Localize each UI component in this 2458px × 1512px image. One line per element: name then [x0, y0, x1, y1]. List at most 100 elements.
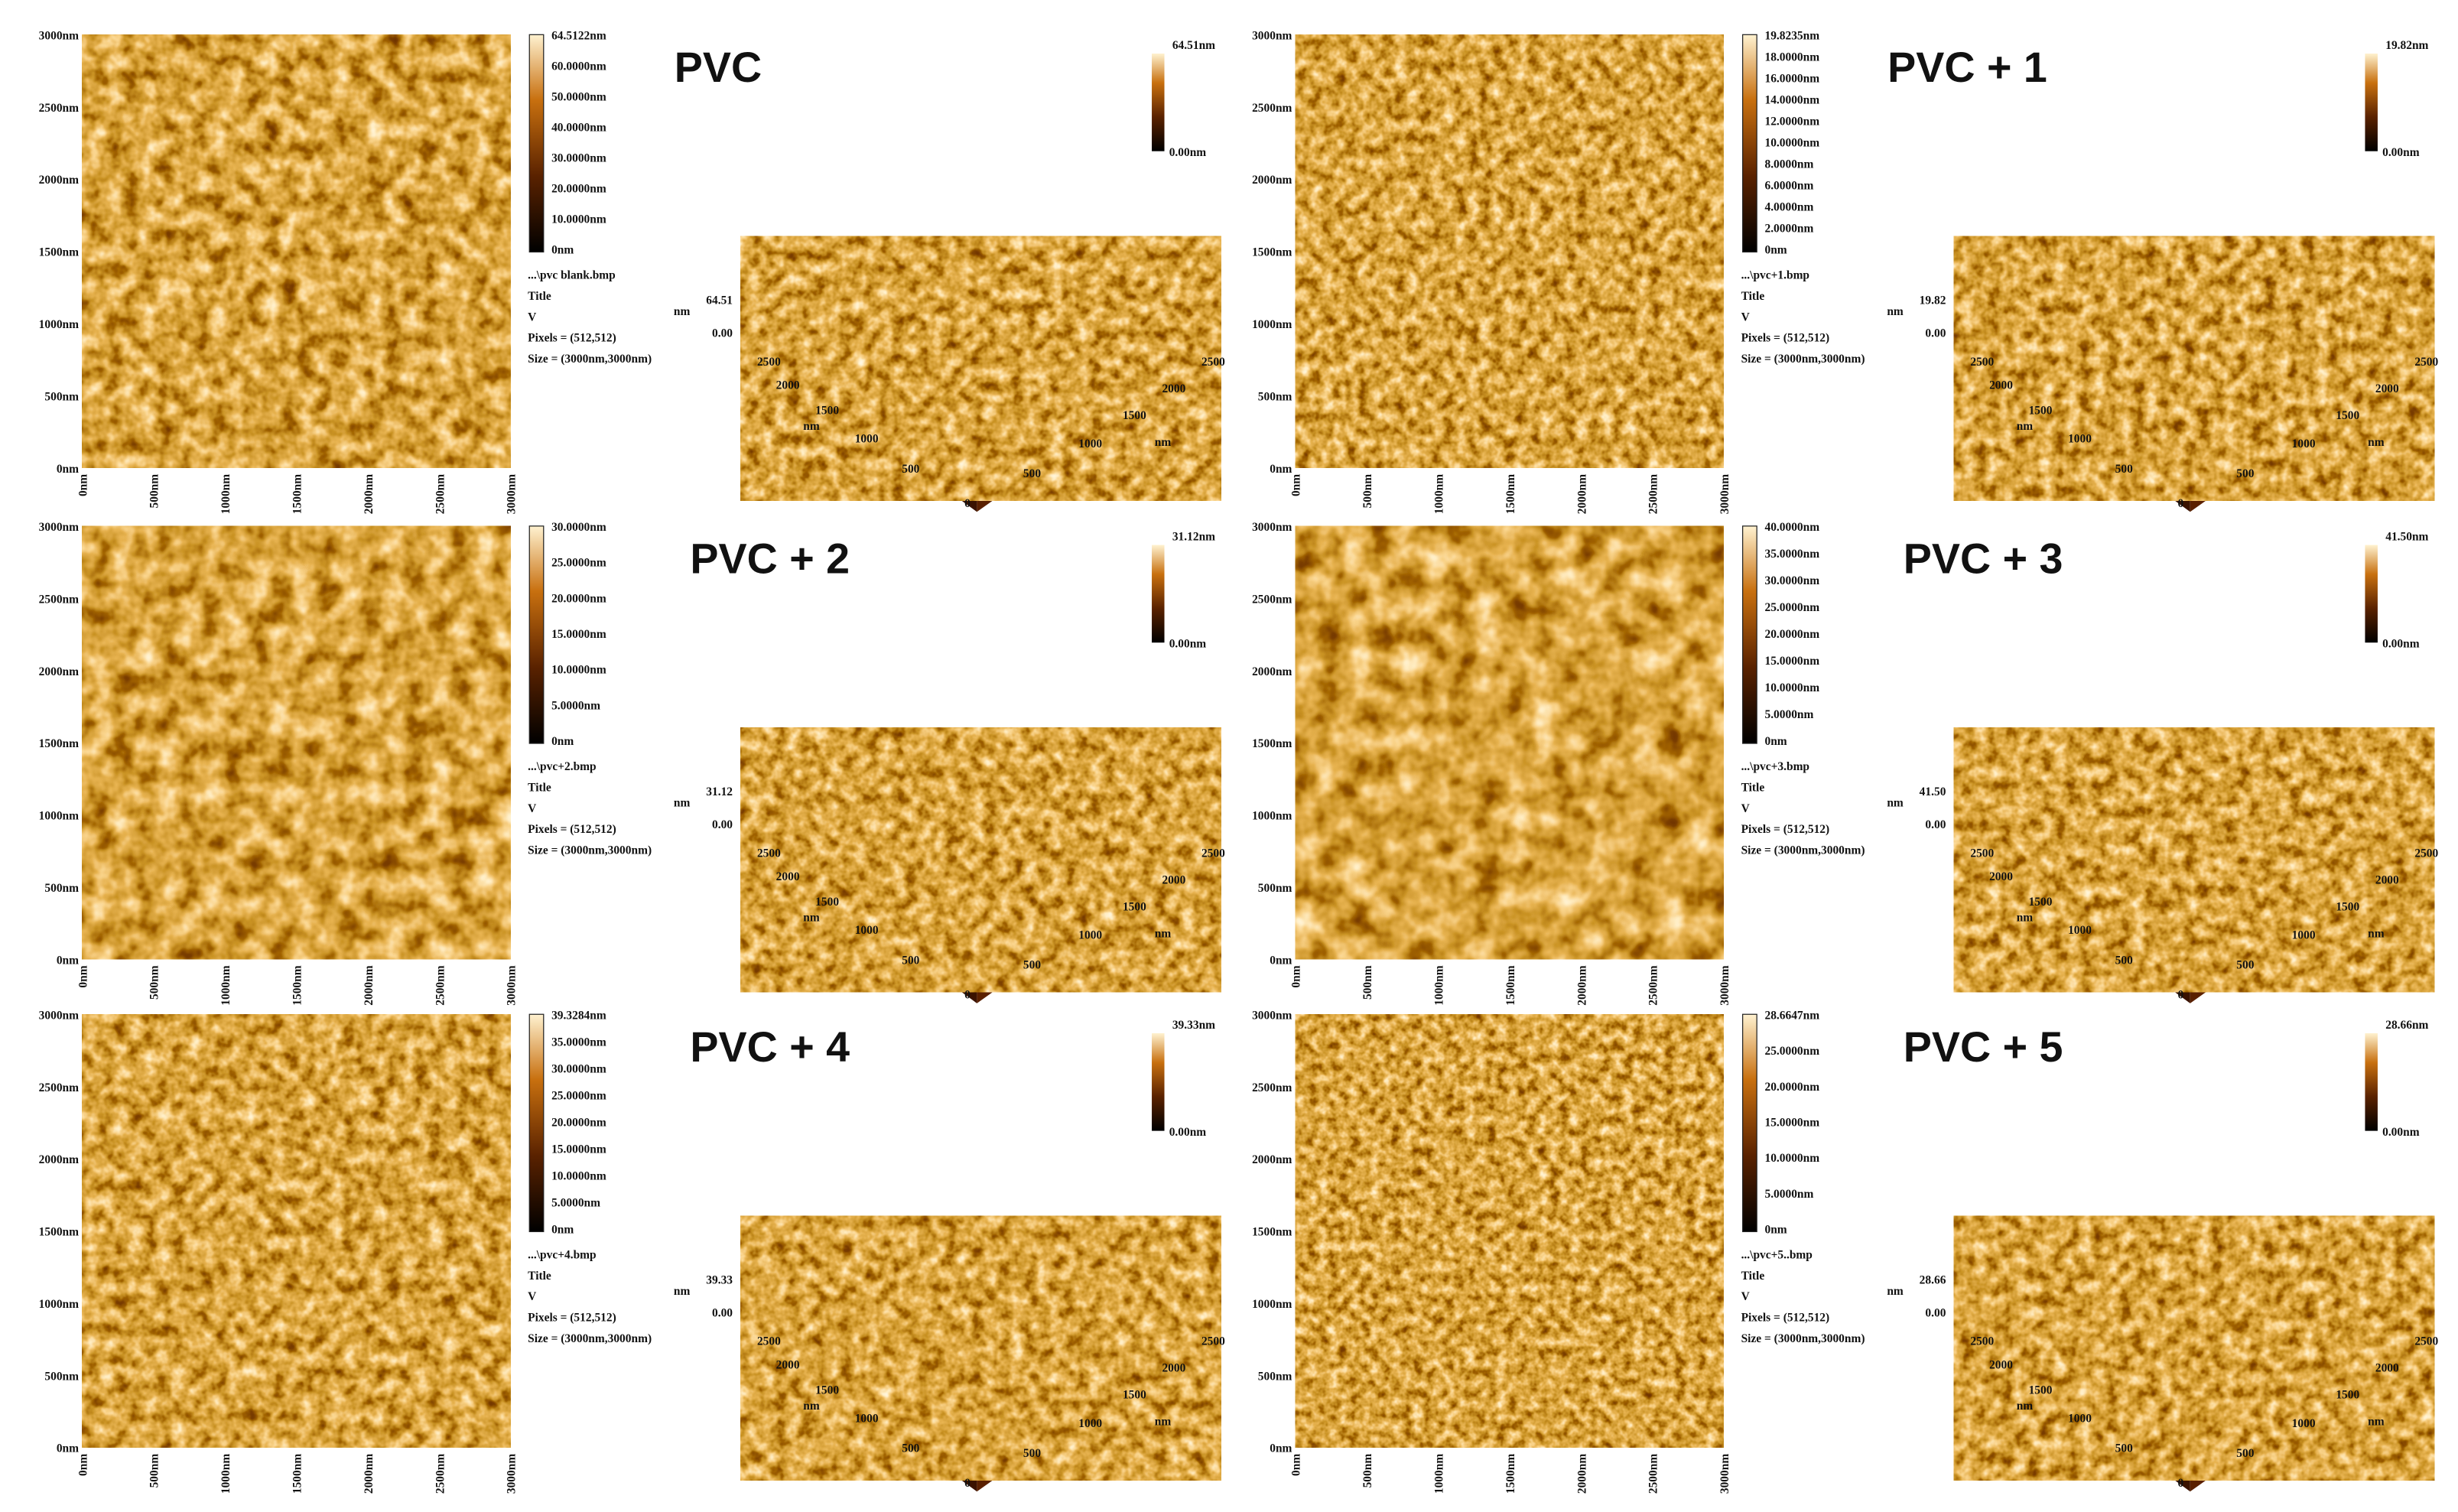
- surface-tick-label: 2000: [776, 379, 800, 392]
- y-tick-label: 500nm: [1258, 390, 1292, 403]
- colorbar-label: 64.5122nm: [551, 29, 606, 42]
- y-tick-label: 2500nm: [1252, 102, 1292, 115]
- y-tick-label: 1000nm: [1252, 810, 1292, 823]
- colorbar-label: 18.0000nm: [1764, 50, 1819, 63]
- surface-tick-label: 1000: [2068, 924, 2092, 937]
- surface-tick-label: 1000: [2292, 437, 2316, 450]
- colorbar-label: 8.0000nm: [1764, 158, 1813, 171]
- surface-tick-label: 1000: [1078, 1417, 1102, 1430]
- afm-surface-3d: [1953, 236, 2435, 501]
- y-tick-label: 2000nm: [1252, 665, 1292, 678]
- colorbar: [1742, 1013, 1757, 1233]
- surface-tick-label: 500: [902, 1442, 919, 1455]
- surface-tick-label: 1500: [2029, 896, 2053, 909]
- y-tick-label: 3000nm: [1252, 29, 1292, 42]
- colorbar-label: 0nm: [551, 1223, 574, 1236]
- surface-colorbar-max: 39.33nm: [1172, 1019, 1215, 1032]
- surface-side: [2190, 818, 2435, 1003]
- surface-tick-label: 2500: [2414, 356, 2438, 369]
- surface-tick-label: 500: [2115, 1442, 2133, 1455]
- z-axis-label: 0.00: [712, 1307, 733, 1320]
- z-axis-label: nm: [674, 305, 691, 318]
- afm-surface-3d: [1953, 727, 2435, 993]
- surface-tick-label: 500: [1023, 959, 1041, 972]
- surface-tick-label: 2000: [776, 870, 800, 883]
- x-tick-label: 2000nm: [1575, 1454, 1588, 1494]
- surface-colorbar: [1152, 1032, 1165, 1131]
- surface-tick-label: 2500: [1201, 847, 1225, 860]
- image-info: Pixels = (512,512): [1741, 823, 1830, 836]
- colorbar: [1742, 34, 1757, 253]
- colorbar-label: 5.0000nm: [551, 699, 600, 712]
- surface-colorbar: [2365, 545, 2378, 643]
- x-tick-label: 500nm: [1361, 965, 1374, 1000]
- z-axis-label: 0.00: [1925, 327, 1946, 340]
- surface-tick-label: 2000: [2375, 1362, 2399, 1375]
- z-axis-label: 28.66: [1920, 1273, 1946, 1286]
- surface-side: [740, 1310, 977, 1492]
- surface-tick-label: 2000: [1162, 1362, 1185, 1375]
- y-tick-label: 2000nm: [39, 1153, 79, 1166]
- y-tick-label: 1000nm: [39, 318, 79, 331]
- surface-colorbar-max: 31.12nm: [1172, 530, 1215, 543]
- x-tick-label: 0nm: [1290, 474, 1303, 496]
- surface-axis-unit: nm: [2017, 912, 2034, 925]
- image-info: Size = (3000nm,3000nm): [528, 1332, 652, 1345]
- surface-colorbar-min: 0.00nm: [2382, 146, 2420, 159]
- surface-side: [1953, 821, 2190, 1003]
- y-tick-label: 500nm: [44, 882, 79, 895]
- surface-tick-label: 500: [1023, 1447, 1041, 1460]
- surface-colorbar-max: 19.82nm: [2385, 39, 2428, 52]
- y-tick-label: 0nm: [57, 954, 79, 967]
- z-axis-label: nm: [1887, 305, 1904, 318]
- x-tick-label: 1500nm: [1504, 474, 1517, 514]
- x-tick-label: 2000nm: [363, 474, 376, 514]
- surface-tick-label: 2500: [2414, 1335, 2438, 1348]
- surface-axis-unit: nm: [1155, 1416, 1172, 1429]
- y-tick-label: 0nm: [1270, 1442, 1292, 1455]
- x-tick-label: 1000nm: [1433, 1454, 1446, 1494]
- x-tick-label: 500nm: [148, 1454, 161, 1488]
- image-info: Size = (3000nm,3000nm): [1741, 353, 1865, 366]
- colorbar-label: 10.0000nm: [551, 664, 606, 677]
- z-axis-label: nm: [674, 796, 691, 809]
- x-tick-label: 3000nm: [506, 474, 519, 514]
- image-info: ...\pvc+1.bmp: [1741, 269, 1809, 282]
- surface-colorbar-min: 0.00nm: [1169, 1126, 1207, 1139]
- colorbar-label: 60.0000nm: [551, 60, 606, 73]
- surface-tick-label: 1500: [2336, 409, 2359, 422]
- image-info: Pixels = (512,512): [528, 332, 616, 345]
- colorbar-label: 19.8235nm: [1764, 29, 1819, 42]
- colorbar-label: 10.0000nm: [1764, 137, 1819, 150]
- surface-colorbar-max: 41.50nm: [2385, 530, 2428, 543]
- image-info: Pixels = (512,512): [1741, 332, 1830, 345]
- surface-axis-unit: nm: [803, 420, 820, 433]
- x-tick-label: 3000nm: [506, 1454, 519, 1494]
- y-tick-label: 0nm: [1270, 463, 1292, 476]
- colorbar-label: 0nm: [1764, 1223, 1787, 1236]
- panel-title: PVC + 2: [690, 535, 850, 583]
- surface-tick-label: 1000: [2292, 928, 2316, 941]
- colorbar-label: 6.0000nm: [1764, 180, 1813, 193]
- colorbar-label: 39.3284nm: [551, 1009, 606, 1022]
- image-info: Title: [1741, 1270, 1765, 1283]
- surface-tick-label: 2500: [1970, 356, 1994, 369]
- surface-tick-label: 1000: [855, 924, 879, 937]
- colorbar-label: 28.6647nm: [1764, 1009, 1819, 1022]
- colorbar-label: 5.0000nm: [1764, 1188, 1813, 1201]
- image-info: V: [1741, 1290, 1750, 1303]
- z-axis-label: 19.82: [1920, 294, 1946, 307]
- y-tick-label: 2500nm: [1252, 593, 1292, 606]
- colorbar-label: 30.0000nm: [1764, 574, 1819, 587]
- afm-height-map: [1295, 1014, 1724, 1448]
- surface-tick-label: 500: [2115, 954, 2133, 967]
- surface-tick-label: 1000: [1078, 437, 1102, 450]
- x-tick-label: 2000nm: [1575, 965, 1588, 1005]
- y-tick-label: 2500nm: [1252, 1081, 1292, 1094]
- image-info: Title: [528, 781, 551, 794]
- x-tick-label: 500nm: [1361, 474, 1374, 509]
- afm-surface-3d: [740, 1215, 1221, 1481]
- surface-tick-label: 2500: [1201, 1335, 1225, 1348]
- surface-tick-label: 2500: [1970, 1335, 1994, 1348]
- colorbar: [1742, 525, 1757, 744]
